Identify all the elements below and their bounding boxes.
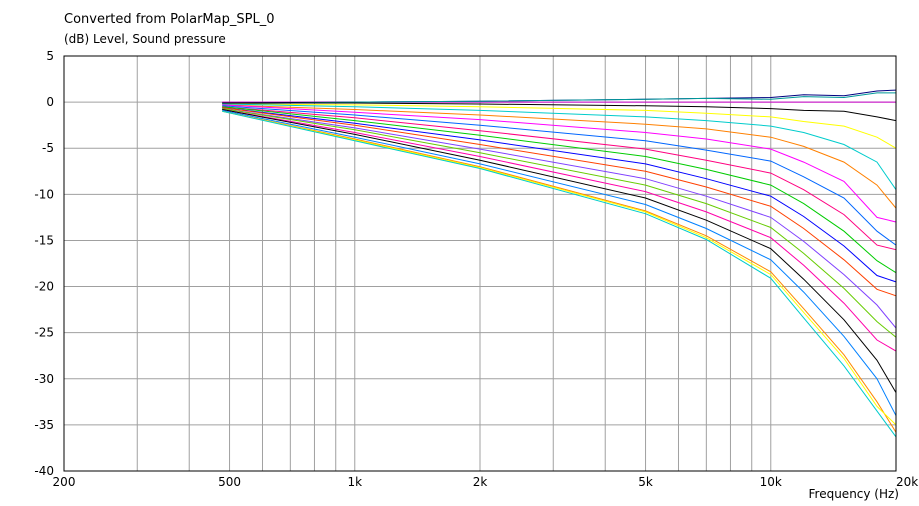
x-tick-label: 200 [53, 475, 76, 489]
x-tick-label: 5k [638, 475, 653, 489]
series-line-6 [222, 104, 897, 209]
series-line-2 [222, 92, 896, 105]
y-tick-label: -5 [42, 141, 54, 155]
series-line-20 [222, 110, 897, 438]
y-tick-label: -30 [34, 372, 54, 386]
series-line-16 [222, 109, 897, 393]
x-tick-label: 500 [218, 475, 241, 489]
series-line-11 [222, 107, 897, 283]
y-tick-label: -10 [34, 187, 54, 201]
chart-title: Converted from PolarMap_SPL_0 [64, 12, 275, 27]
series-line-13 [222, 108, 897, 329]
x-tick-label: 1k [347, 475, 362, 489]
series-line-10 [222, 106, 897, 274]
series-line-8 [222, 105, 897, 246]
plot-frame [63, 55, 897, 472]
y-axis-ticks: 5 0 -5 -10 -15 -20 -25 -30 -35 -40 [34, 49, 54, 478]
series-line-18 [222, 110, 897, 433]
series-line-4 [222, 103, 897, 149]
x-axis-label: Frequency (Hz) [808, 487, 900, 501]
y-tick-label: 0 [46, 95, 54, 109]
series-line-7 [222, 104, 897, 223]
y-tick-label: -20 [34, 280, 54, 294]
series-line-9 [222, 106, 897, 251]
series-line-15 [222, 109, 897, 352]
series-line-12 [222, 107, 897, 297]
y-tick-label: -35 [34, 418, 54, 432]
y-tick-label: 5 [46, 49, 54, 63]
y-tick-label: -40 [34, 464, 54, 478]
series-line-17 [222, 109, 897, 416]
x-tick-label: 20k [896, 475, 918, 489]
series-line-19 [222, 110, 897, 426]
series-line-3 [222, 102, 897, 122]
x-axis-ticks: 200 500 1k 2k 5k 10k 20k [53, 475, 919, 489]
y-tick-label: -15 [34, 233, 54, 247]
x-tick-label: 10k [760, 475, 782, 489]
chart-subtitle: (dB) Level, Sound pressure [64, 32, 226, 46]
series-line-5 [222, 103, 897, 190]
series-lines [222, 89, 897, 438]
series-line-1 [222, 89, 897, 104]
y-tick-label: -25 [34, 326, 54, 340]
x-tick-label: 2k [473, 475, 488, 489]
series-line-14 [222, 108, 897, 338]
grid [64, 56, 896, 471]
